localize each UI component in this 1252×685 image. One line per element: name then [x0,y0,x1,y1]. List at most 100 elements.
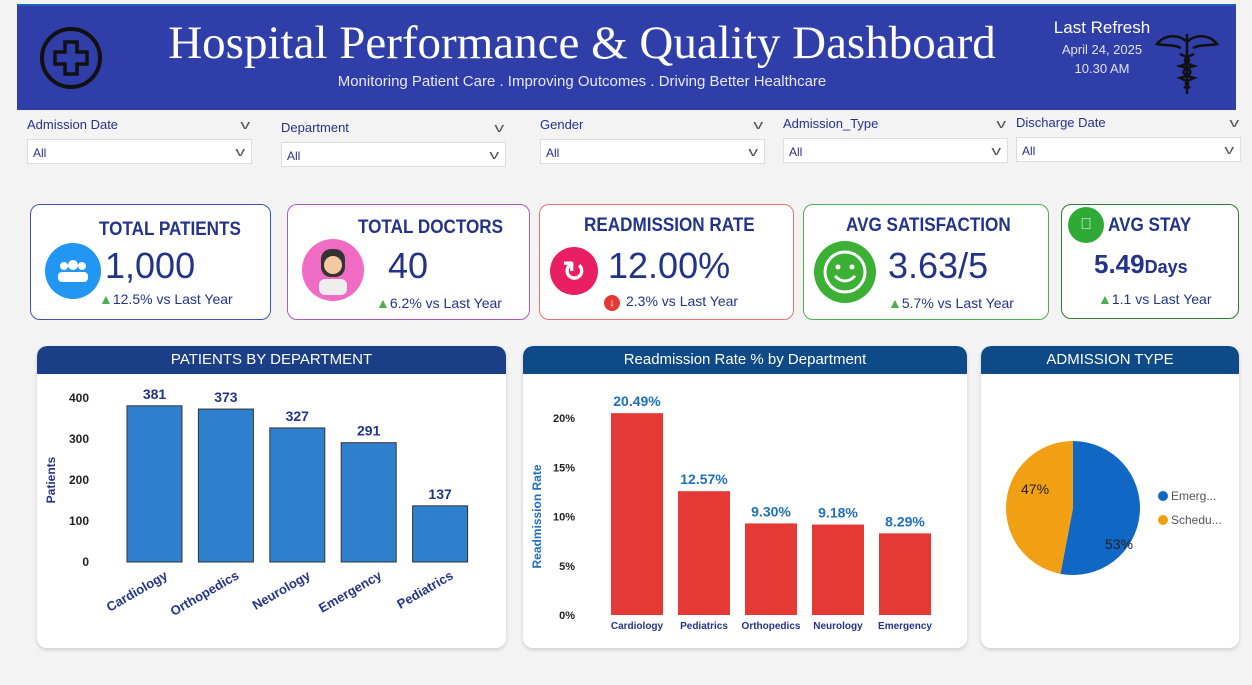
data-label: 12.57% [680,471,728,487]
chevron-down-icon: v [747,144,758,159]
filter-label-text: Admission_Type [783,116,879,131]
kpi-card-readmission-rate: ↻ READMISSION RATE 12.00% ↓ 2.3% vs Last … [539,204,794,320]
arrow-down-icon: ↓ [604,295,620,311]
arrow-up-icon: ▲ [1098,291,1112,307]
data-label: 137 [428,486,452,502]
filter-label: Gender v [540,117,765,139]
bar[interactable] [611,413,663,615]
filter-gender: Gender v All v [540,117,765,164]
filter-dropdown[interactable]: All v [27,139,252,164]
hospital-bed-icon: ⎕ [1068,207,1104,243]
data-label: 8.29% [885,513,925,529]
chevron-down-icon[interactable]: v [493,120,504,135]
kpi-change: 6.2% vs Last Year [389,295,502,311]
filter-admission-date: Admission Date v All v [27,117,252,164]
y-tick-label: 20% [553,413,575,425]
legend-marker [1158,515,1168,525]
filter-label-text: Discharge Date [1016,115,1106,130]
refresh-date: April 24, 2025 [1061,42,1143,57]
arrow-up-icon: ▲ [376,295,390,311]
chevron-down-icon: v [234,144,245,159]
kpi-card-total-patients: TOTAL PATIENTS 1,000 ▲12.5% vs Last Year [30,204,271,320]
x-tick-label: Pediatrics [394,568,455,612]
data-label: 327 [286,408,310,424]
y-tick-label: 100 [69,514,89,528]
kpi-value: 3.63/5 [888,245,989,286]
chevron-down-icon: v [990,143,1001,158]
filter-value: All [1022,144,1036,158]
x-tick-label: Orthopedics [742,621,801,632]
kpi-title: TOTAL PATIENTS [99,219,241,240]
filter-dropdown[interactable]: All v [1016,137,1241,162]
users-icon [45,243,101,299]
bar[interactable] [745,523,797,615]
kpi-value: 12.00% [608,245,731,286]
filter-department: Department v All v [281,120,506,167]
refresh-label: Last Refresh [1053,18,1151,37]
bar[interactable] [879,533,931,615]
data-label: 9.30% [751,503,791,519]
data-label: 20.49% [613,393,661,409]
kpi-unit: Days [1144,257,1188,277]
kpi-change: 5.7% vs Last Year [901,295,1014,311]
bar[interactable] [340,442,397,563]
y-tick-label: 15% [553,462,575,474]
pie-slice[interactable] [1060,441,1140,575]
bar[interactable] [678,491,730,615]
readmission-by-department-panel: Readmission Rate % by Department 0% 5% 10%… [523,346,967,648]
legend-label[interactable]: Schedu... [1171,513,1222,527]
filter-label-text: Department [281,120,349,135]
kpi-title: READMISSION RATE [584,215,755,236]
page-subtitle: Monitoring Patient Care . Improving Outc… [337,73,827,90]
last-refresh: Last Refresh April 24, 2025 10.30 AM [1027,18,1177,76]
x-tick-label: Emergency [316,567,385,615]
y-tick-label: 200 [69,473,89,487]
pie-label: 47% [1021,481,1049,497]
doctor-icon [302,239,364,301]
filter-dropdown[interactable]: All v [783,138,1008,163]
chevron-down-icon[interactable]: v [1228,115,1239,130]
filter-label-text: Admission Date [27,117,119,132]
filter-admission-type: Admission_Type v All v [783,116,1008,163]
x-tick-label: Neurology [813,621,863,632]
filter-label: Admission Date v [27,117,252,139]
chevron-down-icon[interactable]: v [752,117,763,132]
smiley-icon [814,241,876,303]
caduceus-icon [1154,34,1220,94]
filter-dropdown[interactable]: All v [281,142,506,167]
y-tick-label: 0% [559,610,575,622]
filter-value: All [546,146,560,160]
y-axis-title: Readmission Rate [530,464,544,568]
pie-slice[interactable] [1006,441,1073,574]
medical-cross-icon [40,27,102,89]
data-label: 381 [143,386,167,402]
data-label: 373 [214,389,238,405]
panel-title: PATIENTS BY DEPARTMENT [37,346,506,374]
x-tick-label: Emergency [878,621,932,632]
bar[interactable] [269,427,326,563]
kpi-card-avg-stay: ⎕ AVG STAY 5.49Days ▲1.1 vs Last Year [1061,204,1239,319]
legend-marker [1158,491,1168,501]
arrow-up-icon: ▲ [888,295,902,311]
filter-discharge-date: Discharge Date v All v [1016,115,1241,162]
filter-dropdown[interactable]: All v [540,139,765,164]
refresh-icon: ↻ [550,247,598,295]
bar[interactable] [812,524,864,615]
page-title: Hospital Performance & Quality Dashboard [168,17,996,69]
legend-label[interactable]: Emerg... [1171,489,1216,503]
x-tick-label: Orthopedics [168,568,242,619]
pie-label: 53% [1105,536,1133,552]
bar[interactable] [126,405,183,563]
bar[interactable] [197,408,254,563]
filter-label: Department v [281,120,506,142]
data-label: 291 [357,423,381,439]
kpi-change: 12.5% vs Last Year [112,291,233,307]
kpi-value: 40 [388,245,429,286]
patients-by-department-panel: PATIENTS BY DEPARTMENT 0 100 200 300 400 Pati… [37,346,506,648]
kpi-title: AVG STAY [1108,215,1192,236]
chevron-down-icon[interactable]: v [239,117,250,132]
panel-title: ADMISSION TYPE [981,346,1239,374]
chevron-down-icon: v [1223,142,1234,157]
bar[interactable] [412,505,469,563]
chevron-down-icon[interactable]: v [995,116,1006,131]
